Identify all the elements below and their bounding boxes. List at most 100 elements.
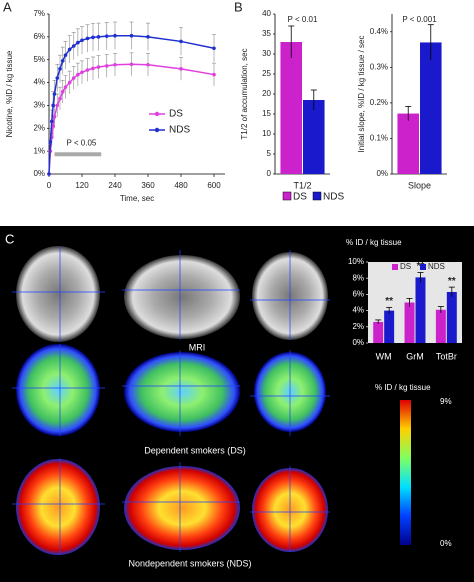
data-point — [76, 40, 80, 45]
bar — [446, 291, 457, 343]
data-point — [129, 62, 134, 67]
image-label: Dependent smokers (DS) — [144, 445, 246, 455]
y-tick-label: 3% — [33, 101, 45, 110]
bar — [373, 321, 384, 343]
bar — [303, 100, 325, 174]
x-tick-label: T1/2 — [293, 180, 311, 190]
y-tick-label: 2% — [33, 123, 45, 132]
data-line — [48, 34, 215, 175]
legend-swatch — [282, 191, 292, 201]
bar — [415, 277, 426, 343]
plot-area-c — [368, 262, 462, 343]
significance-label: P < 0.05 — [67, 138, 97, 147]
y-tick-label: 10 — [262, 129, 271, 138]
x-tick-label: TotBr — [436, 351, 457, 361]
y-tick-label: 30 — [262, 49, 271, 58]
data-point — [67, 80, 72, 85]
data-point — [60, 89, 65, 94]
crosshairs — [12, 246, 330, 555]
x-tick-label: Slope — [408, 180, 431, 190]
data-point — [146, 62, 150, 67]
data-point — [76, 72, 80, 77]
data-point — [96, 35, 101, 39]
legend-swatch — [312, 191, 322, 201]
colorbar-title: % ID / kg tissue — [375, 383, 431, 392]
y-tick-label: 10% — [348, 257, 364, 266]
data-point — [104, 34, 109, 38]
y-tick-label: 5 — [267, 149, 272, 158]
legend-swatch — [420, 264, 426, 270]
legend-marker — [154, 111, 160, 117]
data-point — [80, 70, 84, 75]
data-point — [212, 46, 216, 51]
data-point — [55, 103, 60, 108]
y-tick-label: 8% — [352, 273, 364, 282]
data-point — [113, 33, 117, 38]
p-value: P < 0.01 — [288, 15, 318, 24]
legend-label: NDS — [169, 125, 190, 136]
data-point — [80, 38, 84, 43]
data-point — [85, 68, 90, 72]
x-tick-label: 120 — [75, 181, 89, 190]
y-tick-label: 6% — [352, 290, 364, 299]
data-point — [71, 76, 76, 80]
chart-title: % ID / kg tissue — [346, 238, 402, 247]
data-point — [67, 47, 72, 52]
data-point — [179, 39, 183, 44]
legend-label: DS — [169, 109, 183, 120]
data-point — [52, 92, 57, 96]
bar — [280, 42, 302, 174]
x-tick-label: 600 — [207, 181, 221, 190]
data-point — [49, 119, 54, 124]
data-line — [48, 63, 215, 175]
significance-label: ** — [385, 296, 393, 307]
data-point — [51, 103, 55, 108]
p-value: P < 0.001 — [402, 15, 437, 24]
legend-label: DS — [400, 262, 411, 271]
legend-label: DS — [293, 192, 307, 203]
y-tick-label: 25 — [262, 69, 271, 78]
panel-label: A — [3, 0, 12, 14]
legend-label: NDS — [323, 192, 344, 203]
x-tick-label: WM — [376, 351, 392, 361]
ds-sagittal — [124, 352, 240, 432]
y-axis-label: T1/2 of accumulation, sec — [240, 48, 249, 139]
panel-label: C — [5, 231, 14, 246]
data-point — [212, 72, 216, 77]
y-tick-label: 0% — [33, 169, 45, 178]
data-point — [48, 140, 53, 144]
data-point — [91, 35, 95, 40]
legend-marker — [154, 127, 160, 133]
data-point — [63, 85, 68, 89]
significance-label: ** — [448, 276, 456, 287]
colorbar — [400, 400, 411, 545]
bar — [435, 309, 446, 343]
colorbar-max: 9% — [440, 397, 452, 406]
y-tick-label: 4% — [352, 306, 364, 315]
image-label: Nondependent smokers (NDS) — [128, 558, 251, 568]
y-axis-label: Initial slope, %ID / kg tissue / sec — [357, 36, 366, 153]
data-point — [58, 96, 62, 101]
bar — [404, 302, 415, 343]
x-tick-label: GrM — [406, 351, 424, 361]
nds-axial — [16, 459, 100, 555]
y-tick-label: 0.4% — [370, 27, 388, 36]
data-point — [63, 53, 68, 57]
colorbar-min: 0% — [440, 539, 452, 548]
data-point — [104, 64, 109, 68]
legend-swatch — [392, 264, 398, 270]
y-tick-label: 7% — [33, 9, 45, 18]
y-tick-label: 0.3% — [370, 62, 388, 71]
y-tick-label: 5% — [33, 55, 45, 64]
data-point — [58, 67, 62, 71]
y-tick-label: 0.1% — [370, 134, 388, 143]
x-axis-label: Time, sec — [120, 194, 154, 203]
ds-axial — [16, 344, 100, 436]
data-point — [55, 76, 60, 80]
data-point — [96, 65, 101, 69]
y-tick-label: 0% — [352, 338, 364, 347]
y-tick-label: 1% — [33, 146, 45, 155]
legend-label: NDS — [428, 262, 445, 271]
data-point — [85, 36, 90, 41]
